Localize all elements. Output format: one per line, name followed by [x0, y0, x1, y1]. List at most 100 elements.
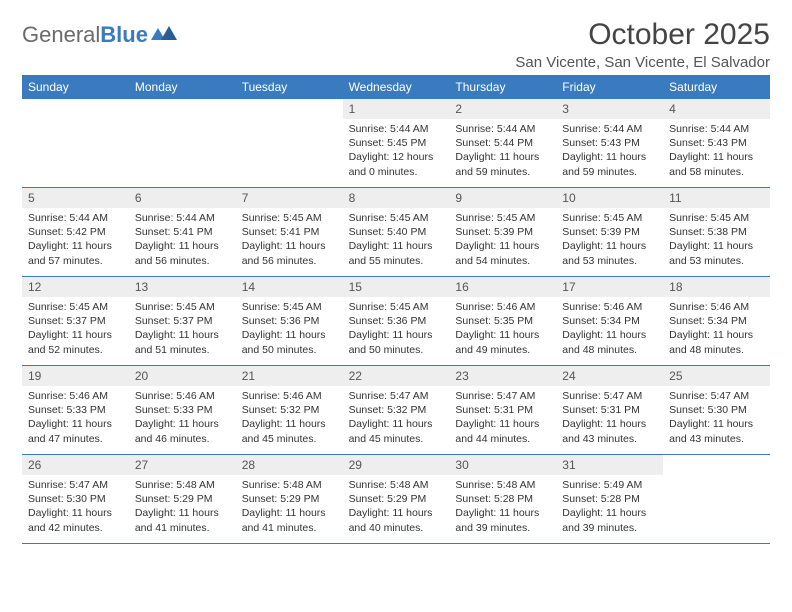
calendar-cell: 12Sunrise: 5:45 AMSunset: 5:37 PMDayligh…	[22, 277, 129, 365]
sunset-text: Sunset: 5:33 PM	[135, 403, 230, 417]
calendar-cell	[22, 99, 129, 187]
sunrise-text: Sunrise: 5:44 AM	[135, 211, 230, 225]
day-header-mon: Monday	[129, 75, 236, 99]
sunrise-text: Sunrise: 5:47 AM	[669, 389, 764, 403]
day-number: 15	[343, 277, 450, 297]
daylight-text: Daylight: 11 hours and 47 minutes.	[28, 417, 123, 445]
daylight-text: Daylight: 11 hours and 51 minutes.	[135, 328, 230, 356]
day-details: Sunrise: 5:47 AMSunset: 5:31 PMDaylight:…	[556, 386, 663, 452]
daylight-text: Daylight: 11 hours and 46 minutes.	[135, 417, 230, 445]
sunset-text: Sunset: 5:37 PM	[135, 314, 230, 328]
day-number: 24	[556, 366, 663, 386]
daylight-text: Daylight: 11 hours and 41 minutes.	[135, 506, 230, 534]
daylight-text: Daylight: 11 hours and 53 minutes.	[669, 239, 764, 267]
day-number: 7	[236, 188, 343, 208]
sunset-text: Sunset: 5:29 PM	[135, 492, 230, 506]
sunrise-text: Sunrise: 5:46 AM	[562, 300, 657, 314]
calendar-cell: 24Sunrise: 5:47 AMSunset: 5:31 PMDayligh…	[556, 366, 663, 454]
day-details: Sunrise: 5:44 AMSunset: 5:43 PMDaylight:…	[556, 119, 663, 185]
sunset-text: Sunset: 5:44 PM	[455, 136, 550, 150]
day-details: Sunrise: 5:45 AMSunset: 5:36 PMDaylight:…	[236, 297, 343, 363]
calendar-cell: 13Sunrise: 5:45 AMSunset: 5:37 PMDayligh…	[129, 277, 236, 365]
day-details: Sunrise: 5:45 AMSunset: 5:38 PMDaylight:…	[663, 208, 770, 274]
daylight-text: Daylight: 11 hours and 57 minutes.	[28, 239, 123, 267]
day-header-sun: Sunday	[22, 75, 129, 99]
day-number: 6	[129, 188, 236, 208]
calendar-cell: 17Sunrise: 5:46 AMSunset: 5:34 PMDayligh…	[556, 277, 663, 365]
calendar-cell: 16Sunrise: 5:46 AMSunset: 5:35 PMDayligh…	[449, 277, 556, 365]
calendar-cell: 11Sunrise: 5:45 AMSunset: 5:38 PMDayligh…	[663, 188, 770, 276]
sunset-text: Sunset: 5:32 PM	[349, 403, 444, 417]
day-number: 29	[343, 455, 450, 475]
day-number: 16	[449, 277, 556, 297]
sunrise-text: Sunrise: 5:45 AM	[455, 211, 550, 225]
daylight-text: Daylight: 11 hours and 56 minutes.	[135, 239, 230, 267]
sunrise-text: Sunrise: 5:46 AM	[242, 389, 337, 403]
daylight-text: Daylight: 12 hours and 0 minutes.	[349, 150, 444, 178]
calendar-cell: 27 Sunrise: 5:48 AMSunset: 5:29 PMDayligh…	[129, 455, 236, 543]
sunrise-text: Sunrise: 5:48 AM	[135, 478, 230, 492]
sunrise-text: Sunrise: 5:47 AM	[349, 389, 444, 403]
daylight-text: Daylight: 11 hours and 59 minutes.	[562, 150, 657, 178]
sunrise-text: Sunrise: 5:45 AM	[242, 211, 337, 225]
calendar-cell: 14Sunrise: 5:45 AMSunset: 5:36 PMDayligh…	[236, 277, 343, 365]
brand-first: General	[22, 22, 100, 48]
sunrise-text: Sunrise: 5:46 AM	[135, 389, 230, 403]
calendar-cell: 19Sunrise: 5:46 AMSunset: 5:33 PMDayligh…	[22, 366, 129, 454]
daylight-text: Daylight: 11 hours and 39 minutes.	[455, 506, 550, 534]
calendar-cell: 1Sunrise: 5:44 AMSunset: 5:45 PMDaylight…	[343, 99, 450, 187]
day-number: 28	[236, 455, 343, 475]
sunrise-text: Sunrise: 5:48 AM	[349, 478, 444, 492]
sunset-text: Sunset: 5:29 PM	[349, 492, 444, 506]
sunset-text: Sunset: 5:30 PM	[28, 492, 123, 506]
sunrise-text: Sunrise: 5:48 AM	[455, 478, 550, 492]
calendar-cell: 5Sunrise: 5:44 AMSunset: 5:42 PMDaylight…	[22, 188, 129, 276]
sunset-text: Sunset: 5:35 PM	[455, 314, 550, 328]
sunrise-text: Sunrise: 5:47 AM	[28, 478, 123, 492]
week-row: 1Sunrise: 5:44 AMSunset: 5:45 PMDaylight…	[22, 99, 770, 188]
day-number: 12	[22, 277, 129, 297]
sunset-text: Sunset: 5:31 PM	[455, 403, 550, 417]
calendar-cell: 28Sunrise: 5:48 AMSunset: 5:29 PMDayligh…	[236, 455, 343, 543]
day-number: 18	[663, 277, 770, 297]
day-details: Sunrise: 5:45 AMSunset: 5:37 PMDaylight:…	[129, 297, 236, 363]
day-number: 22	[343, 366, 450, 386]
sunrise-text: Sunrise: 5:49 AM	[562, 478, 657, 492]
day-details: Sunrise: 5:47 AMSunset: 5:30 PMDaylight:…	[22, 475, 129, 541]
calendar-cell: 22Sunrise: 5:47 AMSunset: 5:32 PMDayligh…	[343, 366, 450, 454]
day-details: Sunrise: 5:45 AMSunset: 5:36 PMDaylight:…	[343, 297, 450, 363]
calendar-cell: 30Sunrise: 5:48 AMSunset: 5:28 PMDayligh…	[449, 455, 556, 543]
sunset-text: Sunset: 5:40 PM	[349, 225, 444, 239]
day-header-wed: Wednesday	[343, 75, 450, 99]
day-number: 5	[22, 188, 129, 208]
daylight-text: Daylight: 11 hours and 59 minutes.	[455, 150, 550, 178]
day-header-sat: Saturday	[663, 75, 770, 99]
week-row: 5Sunrise: 5:44 AMSunset: 5:42 PMDaylight…	[22, 188, 770, 277]
day-number: 25	[663, 366, 770, 386]
day-headers: Sunday Monday Tuesday Wednesday Thursday…	[22, 75, 770, 99]
sunset-text: Sunset: 5:36 PM	[349, 314, 444, 328]
sunset-text: Sunset: 5:38 PM	[669, 225, 764, 239]
sunrise-text: Sunrise: 5:45 AM	[562, 211, 657, 225]
header: GeneralBlue October 2025 San Vicente, Sa…	[22, 18, 770, 71]
sunset-text: Sunset: 5:30 PM	[669, 403, 764, 417]
day-header-tue: Tuesday	[236, 75, 343, 99]
sunset-text: Sunset: 5:28 PM	[562, 492, 657, 506]
sunrise-text: Sunrise: 5:48 AM	[242, 478, 337, 492]
daylight-text: Daylight: 11 hours and 48 minutes.	[562, 328, 657, 356]
daylight-text: Daylight: 11 hours and 50 minutes.	[349, 328, 444, 356]
weeks-container: 1Sunrise: 5:44 AMSunset: 5:45 PMDaylight…	[22, 99, 770, 544]
sunset-text: Sunset: 5:37 PM	[28, 314, 123, 328]
calendar-cell: 23Sunrise: 5:47 AMSunset: 5:31 PMDayligh…	[449, 366, 556, 454]
title-block: October 2025 San Vicente, San Vicente, E…	[515, 18, 770, 71]
day-number: 17	[556, 277, 663, 297]
sunset-text: Sunset: 5:43 PM	[562, 136, 657, 150]
day-details: Sunrise: 5:49 AMSunset: 5:28 PMDaylight:…	[556, 475, 663, 541]
day-details: Sunrise: 5:46 AMSunset: 5:33 PMDaylight:…	[129, 386, 236, 452]
sunset-text: Sunset: 5:33 PM	[28, 403, 123, 417]
sunrise-text: Sunrise: 5:46 AM	[455, 300, 550, 314]
sunrise-text: Sunrise: 5:45 AM	[669, 211, 764, 225]
sunset-text: Sunset: 5:41 PM	[135, 225, 230, 239]
day-number: 27	[129, 455, 236, 475]
sunset-text: Sunset: 5:29 PM	[242, 492, 337, 506]
